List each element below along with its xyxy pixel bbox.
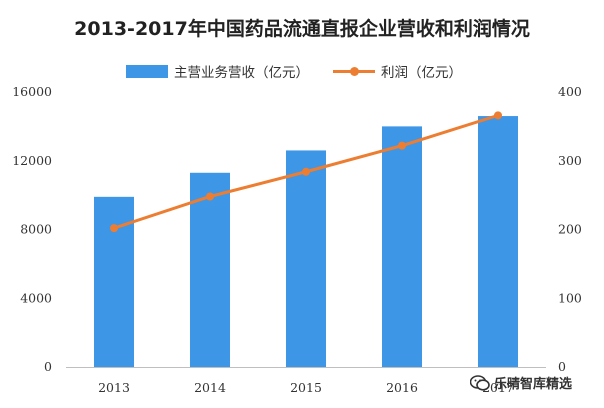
y-axis-left-tick-label: 0 (44, 359, 52, 374)
y-axis-right-tick-label: 0 (558, 359, 566, 374)
y-axis-right-tick-label: 100 (558, 290, 582, 305)
legend-label-revenue: 主营业务营收（亿元） (174, 65, 309, 81)
x-axis-tick-label: 2017 (482, 380, 514, 395)
y-axis-left-tick-label: 4000 (20, 290, 52, 305)
wechat-icon (470, 374, 490, 391)
x-axis-tick-label: 2013 (98, 380, 130, 395)
y-axis-left-tick-label: 16000 (12, 84, 52, 99)
bar-revenue-2015 (286, 150, 326, 367)
legend: 主营业务营收（亿元） 利润（亿元） (0, 60, 604, 82)
y-axis-right-tick-label: 400 (558, 84, 582, 99)
x-axis-tick-label: 2015 (290, 380, 322, 395)
y-axis-left-tick-label: 8000 (20, 222, 52, 237)
watermark: 乐晴智库精选 (470, 373, 572, 392)
y-axis-right-tick-label: 300 (558, 153, 582, 168)
legend-swatch-profit-marker (350, 66, 359, 76)
bar-revenue-2016 (382, 126, 422, 367)
bar-revenue-2017 (478, 116, 518, 367)
legend-item-profit: 利润（亿元） (333, 60, 462, 82)
legend-label-profit: 利润（亿元） (381, 65, 462, 81)
chart-title: 2013-2017年中国药品流通直报企业营收和利润情况 (74, 18, 530, 40)
point-profit-2016 (398, 141, 406, 150)
bar-revenue-2014 (190, 172, 230, 367)
watermark-text: 乐晴智库精选 (494, 377, 573, 392)
point-profit-2014 (206, 192, 214, 201)
legend-swatch-revenue (126, 64, 168, 78)
legend-item-revenue: 主营业务营收（亿元） (126, 60, 309, 82)
y-axis-left-tick-label: 12000 (12, 153, 52, 168)
x-axis-tick-label: 2014 (194, 380, 226, 395)
point-profit-2015 (302, 167, 310, 176)
y-axis-right-tick-label: 200 (558, 222, 582, 237)
point-profit-2017 (494, 111, 502, 120)
x-axis-tick-label: 2016 (386, 380, 418, 395)
legend-swatch-profit (333, 65, 375, 78)
point-profit-2013 (110, 224, 118, 233)
